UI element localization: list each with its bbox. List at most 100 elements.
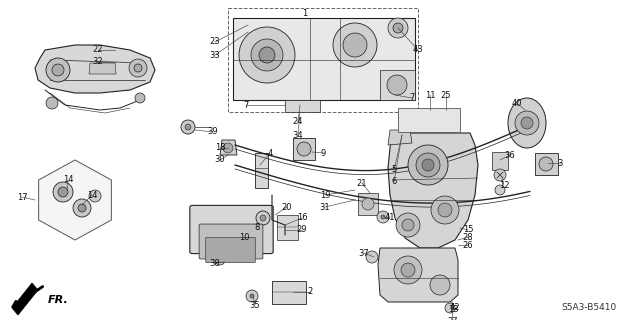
Text: 25: 25: [440, 91, 451, 100]
Ellipse shape: [394, 256, 422, 284]
Ellipse shape: [333, 23, 377, 67]
Ellipse shape: [73, 199, 91, 217]
Ellipse shape: [246, 290, 258, 302]
Text: 14: 14: [86, 190, 97, 199]
Ellipse shape: [387, 75, 407, 95]
Ellipse shape: [381, 215, 385, 219]
Ellipse shape: [445, 303, 455, 313]
Text: 20: 20: [282, 203, 292, 212]
Text: 35: 35: [250, 300, 261, 309]
Text: 42: 42: [450, 303, 460, 313]
Polygon shape: [358, 193, 378, 215]
Polygon shape: [272, 281, 306, 304]
Ellipse shape: [78, 204, 86, 212]
Ellipse shape: [89, 190, 101, 202]
Ellipse shape: [223, 143, 233, 153]
FancyBboxPatch shape: [199, 224, 263, 259]
Text: 15: 15: [463, 226, 473, 235]
Text: 23: 23: [209, 37, 220, 46]
Ellipse shape: [431, 196, 459, 224]
Polygon shape: [233, 18, 415, 100]
Polygon shape: [378, 248, 458, 302]
Ellipse shape: [215, 255, 225, 265]
Text: 38: 38: [209, 259, 220, 268]
Text: 34: 34: [293, 131, 304, 140]
Text: 4: 4: [268, 148, 273, 157]
Text: 9: 9: [321, 148, 326, 157]
Ellipse shape: [430, 275, 450, 295]
Ellipse shape: [259, 47, 275, 63]
FancyBboxPatch shape: [190, 205, 273, 253]
Polygon shape: [293, 138, 315, 160]
Text: 5: 5: [391, 165, 397, 174]
Text: 11: 11: [425, 91, 435, 100]
Ellipse shape: [422, 159, 434, 171]
Text: 3: 3: [557, 158, 563, 167]
Ellipse shape: [521, 117, 533, 129]
Text: 14: 14: [62, 175, 73, 185]
Ellipse shape: [438, 203, 452, 217]
Polygon shape: [388, 130, 412, 145]
Text: 13: 13: [447, 306, 458, 315]
Text: 22: 22: [93, 45, 103, 54]
Ellipse shape: [250, 294, 254, 298]
Ellipse shape: [494, 169, 506, 181]
Ellipse shape: [377, 211, 389, 223]
Ellipse shape: [401, 263, 415, 277]
Ellipse shape: [58, 187, 68, 197]
Ellipse shape: [408, 145, 448, 185]
Text: 37: 37: [358, 249, 369, 258]
Text: 19: 19: [320, 190, 330, 199]
Ellipse shape: [53, 182, 73, 202]
Polygon shape: [398, 108, 460, 132]
Ellipse shape: [135, 93, 145, 103]
Text: 33: 33: [209, 51, 220, 60]
Ellipse shape: [256, 211, 270, 225]
Text: 31: 31: [320, 203, 330, 212]
Text: 7: 7: [410, 93, 415, 102]
Ellipse shape: [239, 27, 295, 83]
Ellipse shape: [260, 215, 266, 221]
Text: 28: 28: [463, 233, 473, 242]
Text: 30: 30: [215, 156, 225, 164]
Text: 32: 32: [93, 58, 103, 67]
Ellipse shape: [388, 18, 408, 38]
Text: 40: 40: [512, 99, 522, 108]
Polygon shape: [220, 140, 237, 155]
Ellipse shape: [251, 39, 283, 71]
Text: 24: 24: [293, 117, 304, 126]
Text: 41: 41: [385, 212, 395, 221]
Polygon shape: [277, 215, 298, 240]
Polygon shape: [388, 133, 478, 248]
Polygon shape: [380, 70, 415, 100]
Ellipse shape: [416, 153, 440, 177]
Text: 2: 2: [307, 287, 312, 297]
Polygon shape: [492, 152, 508, 170]
Polygon shape: [535, 153, 558, 175]
Ellipse shape: [46, 97, 58, 109]
Ellipse shape: [181, 120, 195, 134]
Text: 16: 16: [297, 213, 307, 222]
Ellipse shape: [362, 198, 374, 210]
Polygon shape: [255, 153, 268, 188]
Ellipse shape: [46, 58, 70, 82]
Polygon shape: [35, 45, 155, 93]
Polygon shape: [285, 100, 320, 112]
Ellipse shape: [343, 33, 367, 57]
Ellipse shape: [366, 251, 378, 263]
Text: 12: 12: [498, 180, 509, 189]
Ellipse shape: [515, 111, 539, 135]
Text: 17: 17: [16, 193, 27, 202]
Ellipse shape: [539, 157, 553, 171]
Ellipse shape: [495, 185, 505, 195]
Polygon shape: [38, 160, 112, 240]
Text: 39: 39: [208, 127, 218, 137]
Text: 10: 10: [239, 234, 249, 243]
Text: 7: 7: [244, 100, 249, 109]
Ellipse shape: [185, 124, 191, 130]
Text: 26: 26: [463, 241, 473, 250]
Ellipse shape: [52, 64, 64, 76]
Ellipse shape: [134, 64, 142, 72]
Text: 18: 18: [215, 143, 225, 153]
Text: 27: 27: [447, 317, 458, 320]
